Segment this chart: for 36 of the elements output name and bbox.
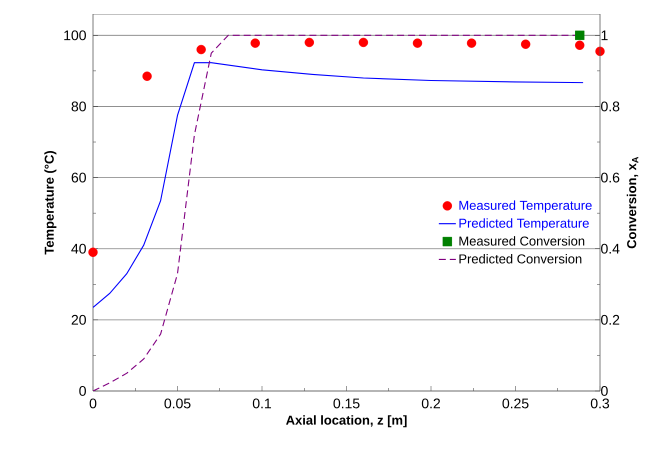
x-tick-label: 0.3 <box>590 398 610 408</box>
x-axis-title: Axial location, z [m] <box>286 415 407 428</box>
point <box>250 38 260 48</box>
legend-label: Predicted Conversion <box>459 254 582 264</box>
y2-axis-title: Conversion, x$_{A}$ <box>626 156 638 248</box>
point <box>520 40 530 49</box>
point <box>196 44 206 54</box>
y2-tick-label: 0.8 <box>601 102 620 112</box>
x-tick-label: 0.15 <box>333 398 360 408</box>
point <box>142 72 152 81</box>
y-tick-label: 20 <box>72 314 86 325</box>
y2-tick-label: 1 <box>602 30 608 40</box>
x-tick-label: 0.1 <box>252 398 272 408</box>
y2-tick-label: 0 <box>601 386 608 396</box>
x-tick-label: 0.25 <box>502 398 528 408</box>
x-tick-label: 0 <box>90 398 96 408</box>
point <box>88 248 98 257</box>
y-tick-label: 0 <box>79 386 86 396</box>
legend-label: Measured Temperature <box>459 200 592 212</box>
point <box>304 38 314 48</box>
point <box>412 38 422 48</box>
y2-tick-label: 0.4 <box>601 244 620 254</box>
y-tick-label: 60 <box>72 172 86 183</box>
point <box>575 40 584 50</box>
point <box>466 38 476 48</box>
x-tick-label: 0.2 <box>422 398 440 408</box>
x-tick-label: 0.05 <box>164 398 190 408</box>
legend-label: Predicted Temperature <box>459 218 589 230</box>
y-tick-label: 40 <box>71 244 86 254</box>
y-tick-label: 80 <box>72 102 86 112</box>
y-axis-title: Temperature (°C) <box>44 151 56 254</box>
point <box>358 38 368 48</box>
legend-label: Measured Conversion <box>459 236 584 246</box>
y2-tick-label: 0.6 <box>601 172 620 183</box>
y-tick-label: 100 <box>64 30 86 40</box>
y2-tick-label: 0.2 <box>601 314 620 325</box>
